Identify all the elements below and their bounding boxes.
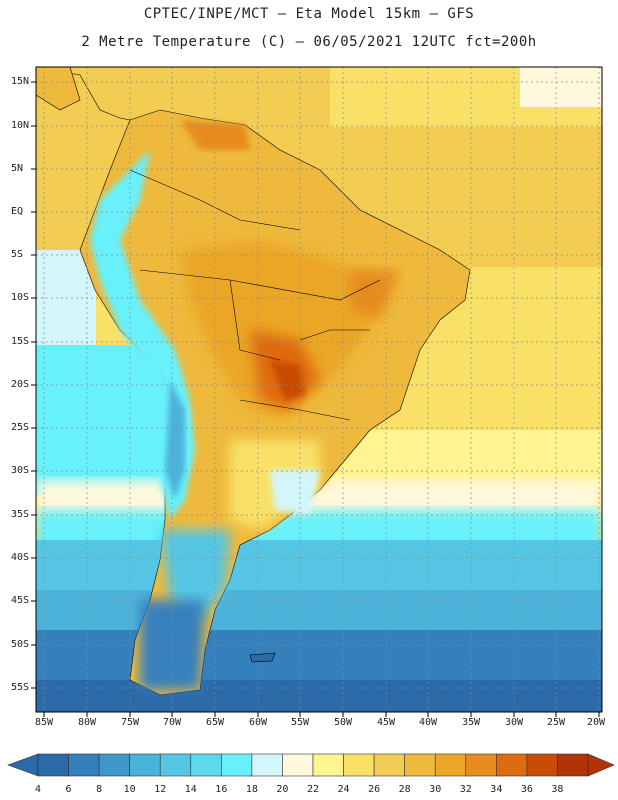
lon-label: 65W (205, 717, 225, 728)
lon-label: 70W (162, 717, 182, 728)
map-title-line1: CPTEC/INPE/MCT – Eta Model 15km – GFS (143, 6, 475, 22)
colorbar-tick-label: 22 (306, 784, 320, 795)
map-frame (35, 66, 603, 713)
colorbar-tick-label: 26 (368, 784, 381, 795)
lon-label: 45W (376, 717, 396, 728)
map-title-line2: 2 Metre Temperature (C) – 06/05/2021 12U… (81, 34, 537, 50)
lon-label: 20W (586, 717, 606, 728)
colorbar-tick-label: 4 (34, 784, 42, 795)
lon-label: 40W (418, 717, 438, 728)
colorbar-tick-label: 36 (520, 784, 533, 795)
lat-label: 10N (11, 120, 30, 131)
colorbar-tick-label: 12 (154, 784, 167, 795)
lon-label: 30W (504, 717, 524, 728)
lat-label: EQ (11, 206, 24, 217)
lon-label: 55W (290, 717, 310, 728)
lat-label: 15S (11, 336, 30, 347)
lat-label: 40S (11, 552, 30, 563)
lat-label: 45S (11, 595, 30, 606)
colorbar-tick-label: 32 (459, 784, 472, 795)
lon-label: 75W (120, 717, 140, 728)
colorbar-tick-label: 28 (398, 784, 411, 795)
colorbar-tick-label: 10 (123, 784, 136, 795)
lat-label: 35S (11, 509, 30, 520)
lat-label: 50S (11, 639, 30, 650)
lon-label: 85W (34, 717, 54, 728)
colorbar-tick-label: 24 (337, 784, 350, 795)
colorbar-tick-label: 6 (65, 784, 72, 795)
colorbar-tick-label: 34 (490, 784, 503, 795)
lat-label: 30S (11, 465, 30, 476)
colorbar-tick-label: 8 (96, 784, 103, 795)
lat-label: 5N (11, 163, 24, 174)
colorbar-tick-label: 38 (551, 784, 564, 795)
colorbar-tick-label: 14 (184, 784, 197, 795)
map-field (36, 67, 602, 712)
colorbar-tick-label: 30 (429, 784, 442, 795)
lon-label: 50W (333, 717, 353, 728)
colorbar-tick-label: 18 (245, 784, 258, 795)
lat-label: 10S (11, 292, 30, 303)
lat-label: 55S (11, 682, 30, 693)
lon-label: 25W (546, 717, 566, 728)
lat-label: 5S (11, 249, 24, 260)
colorbar-tick-label: 16 (215, 784, 228, 795)
graticule (36, 67, 602, 712)
lon-label: 60W (248, 717, 268, 728)
lat-label: 25S (11, 422, 30, 433)
lon-label: 80W (77, 717, 97, 728)
lat-label: 15N (11, 76, 30, 87)
lon-label: 35W (461, 717, 481, 728)
lat-label: 20S (11, 379, 30, 390)
colorbar-tick-label: 20 (276, 784, 289, 795)
